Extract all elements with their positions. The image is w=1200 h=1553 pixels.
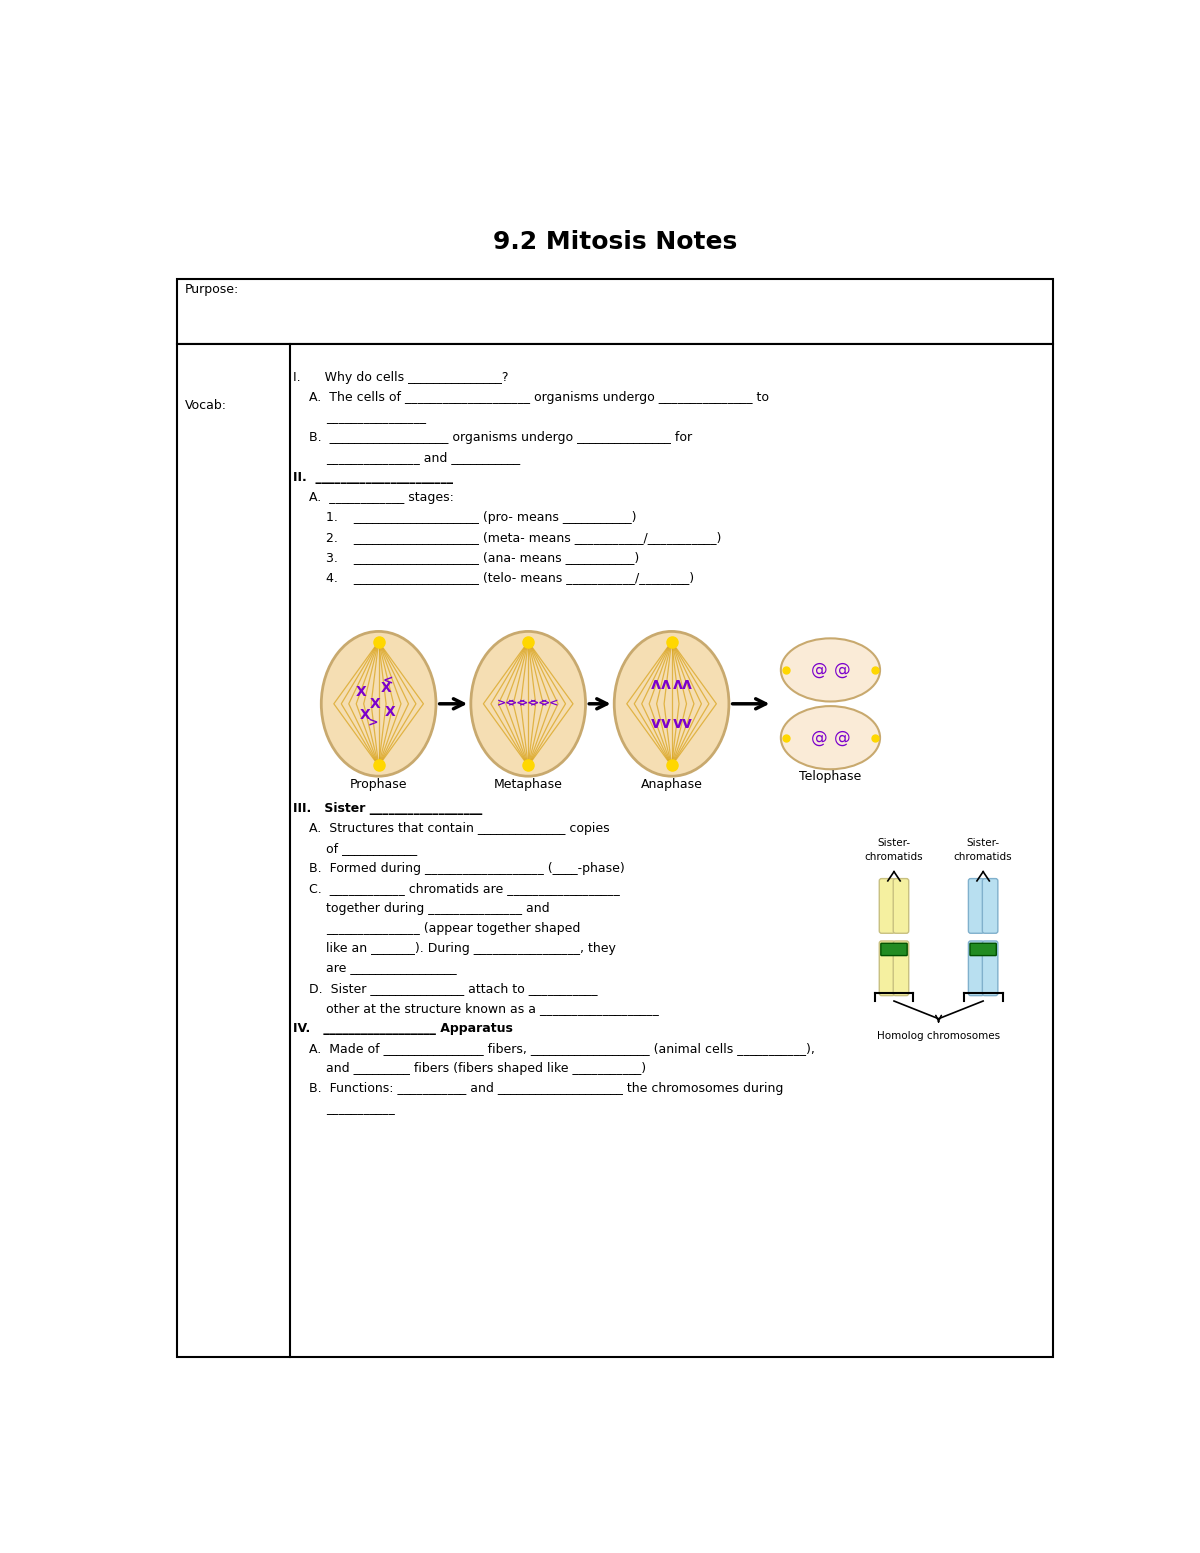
FancyBboxPatch shape xyxy=(880,941,895,995)
FancyBboxPatch shape xyxy=(970,943,996,955)
Text: <: < xyxy=(383,674,394,686)
Text: together during _______________ and: together during _______________ and xyxy=(326,902,550,915)
Text: A.  The cells of ____________________ organisms undergo _______________ to: A. The cells of ____________________ org… xyxy=(308,391,769,404)
Text: II.  ______________________: II. ______________________ xyxy=(293,471,454,485)
Text: ><: >< xyxy=(530,699,548,708)
Text: v: v xyxy=(652,716,661,730)
Text: I.      Why do cells _______________?: I. Why do cells _______________? xyxy=(293,371,509,384)
FancyBboxPatch shape xyxy=(880,879,895,933)
Text: Metaphase: Metaphase xyxy=(493,778,563,790)
Ellipse shape xyxy=(781,707,880,769)
FancyBboxPatch shape xyxy=(983,879,998,933)
Text: A.  ____________ stages:: A. ____________ stages: xyxy=(308,491,454,503)
Text: 9.2 Mitosis Notes: 9.2 Mitosis Notes xyxy=(493,230,737,253)
Text: X: X xyxy=(356,685,367,699)
Text: ʌ: ʌ xyxy=(682,677,692,693)
FancyBboxPatch shape xyxy=(881,943,907,955)
Text: @: @ xyxy=(834,662,851,679)
Text: B.  Functions: ___________ and ____________________ the chromosomes during: B. Functions: ___________ and __________… xyxy=(308,1082,784,1095)
Text: v: v xyxy=(660,716,671,730)
Text: @: @ xyxy=(834,728,851,747)
Text: 3.    ____________________ (ana- means ___________): 3. ____________________ (ana- means ____… xyxy=(326,551,640,564)
Ellipse shape xyxy=(614,632,728,776)
Text: X: X xyxy=(382,682,391,696)
Text: D.  Sister _______________ attach to ___________: D. Sister _______________ attach to ____… xyxy=(308,981,598,995)
FancyBboxPatch shape xyxy=(983,941,998,995)
Text: @: @ xyxy=(810,662,827,679)
FancyBboxPatch shape xyxy=(968,941,984,995)
Ellipse shape xyxy=(781,638,880,702)
Text: ><: >< xyxy=(541,699,559,708)
Text: ʌ: ʌ xyxy=(652,677,661,693)
Text: _______________ (appear together shaped: _______________ (appear together shaped xyxy=(326,922,581,935)
Text: @: @ xyxy=(810,728,827,747)
Text: B.  Formed during ___________________ (____-phase): B. Formed during ___________________ (__… xyxy=(308,862,625,874)
Text: Purpose:: Purpose: xyxy=(185,283,239,297)
Text: Prophase: Prophase xyxy=(350,778,407,790)
Text: v: v xyxy=(673,716,683,730)
Text: Telophase: Telophase xyxy=(799,770,862,783)
Text: >: > xyxy=(367,716,378,730)
Bar xyxy=(178,345,1052,1357)
Text: are _________________: are _________________ xyxy=(326,963,456,975)
Text: Sister-
chromatids: Sister- chromatids xyxy=(954,839,1013,862)
Text: IV.   __________________ Apparatus: IV. __________________ Apparatus xyxy=(293,1022,514,1036)
Text: B.  ___________________ organisms undergo _______________ for: B. ___________________ organisms undergo… xyxy=(308,430,692,444)
Text: C.  ____________ chromatids are __________________: C. ____________ chromatids are _________… xyxy=(308,882,619,895)
Text: ><: >< xyxy=(508,699,527,708)
Text: _______________ and ___________: _______________ and ___________ xyxy=(326,450,520,464)
Text: A.  Made of ________________ fibers, ___________________ (animal cells _________: A. Made of ________________ fibers, ____… xyxy=(308,1042,815,1054)
Text: 2.    ____________________ (meta- means ___________/___________): 2. ____________________ (meta- means ___… xyxy=(326,531,721,544)
Text: and _________ fibers (fibers shaped like ___________): and _________ fibers (fibers shaped like… xyxy=(326,1062,646,1075)
Text: like an _______). During _________________, they: like an _______). During _______________… xyxy=(326,943,616,955)
Text: X: X xyxy=(370,697,380,711)
Text: 4.    ____________________ (telo- means ___________/________): 4. ____________________ (telo- means ___… xyxy=(326,572,694,584)
Text: other at the structure known as a ___________________: other at the structure known as a ______… xyxy=(326,1002,659,1016)
Ellipse shape xyxy=(470,632,586,776)
Text: Anaphase: Anaphase xyxy=(641,778,702,790)
Bar xyxy=(178,278,1052,345)
Text: Sister-
chromatids: Sister- chromatids xyxy=(865,839,923,862)
Text: ___________: ___________ xyxy=(326,1103,395,1115)
Text: Vocab:: Vocab: xyxy=(185,399,227,412)
FancyBboxPatch shape xyxy=(893,941,908,995)
Ellipse shape xyxy=(322,632,436,776)
Text: X: X xyxy=(385,705,396,719)
FancyBboxPatch shape xyxy=(968,879,984,933)
Text: III.   Sister __________________: III. Sister __________________ xyxy=(293,801,482,815)
Text: ><: >< xyxy=(518,699,538,708)
Text: of ____________: of ____________ xyxy=(326,842,418,856)
Text: Homolog chromosomes: Homolog chromosomes xyxy=(877,1031,1000,1041)
Text: ʌ: ʌ xyxy=(673,677,683,693)
Text: v: v xyxy=(682,716,692,730)
Text: 1.    ____________________ (pro- means ___________): 1. ____________________ (pro- means ____… xyxy=(326,511,636,523)
Text: ʌ: ʌ xyxy=(660,677,671,693)
Text: ________________: ________________ xyxy=(326,412,426,424)
Text: ><: >< xyxy=(497,699,516,708)
Text: A.  Structures that contain ______________ copies: A. Structures that contain _____________… xyxy=(308,822,610,836)
Text: X: X xyxy=(359,708,370,722)
FancyBboxPatch shape xyxy=(893,879,908,933)
